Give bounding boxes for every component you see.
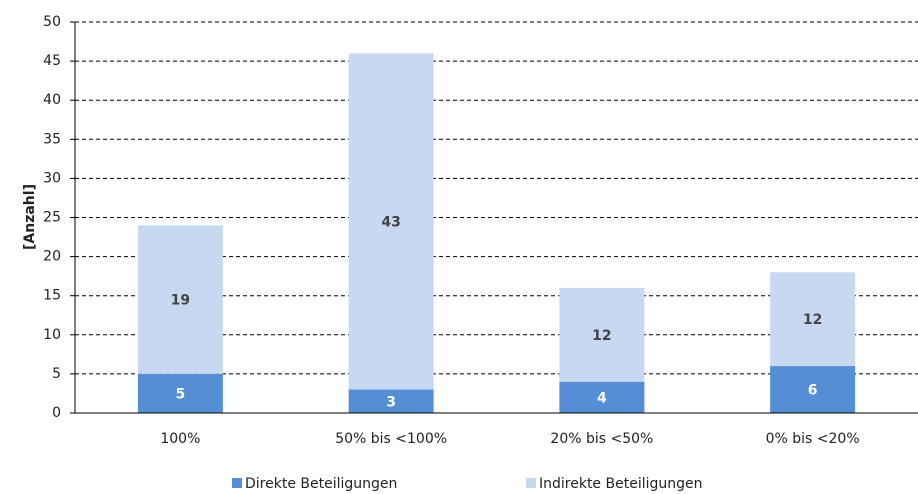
bar-segment [559, 381, 645, 413]
bar-segment [770, 272, 856, 367]
bar-segment [137, 225, 223, 374]
bar-segment [348, 389, 434, 413]
x-tick-label: 50% bis <100% [335, 431, 447, 447]
legend-swatch [232, 478, 242, 488]
data-label: 19 [171, 293, 190, 309]
x-tick-label: 0% bis <20% [766, 431, 860, 447]
y-tick-label: 5 [52, 366, 61, 382]
y-axis-label: [Anzahl] [22, 184, 38, 250]
y-tick-label: 40 [43, 92, 61, 108]
x-tick-label: 100% [160, 431, 200, 447]
bar-segment [348, 53, 434, 390]
y-tick-label: 20 [43, 249, 61, 265]
bar-segment [559, 287, 645, 382]
data-label: 43 [381, 214, 400, 230]
legend-swatch [526, 478, 536, 488]
bar-segment [770, 366, 856, 413]
bar-segment [137, 373, 223, 413]
data-label: 6 [808, 383, 818, 399]
data-label: 4 [597, 390, 607, 406]
y-tick-label: 0 [52, 405, 61, 421]
data-label: 12 [592, 328, 611, 344]
x-tick-label: 20% bis <50% [550, 431, 653, 447]
y-tick-label: 45 [43, 53, 61, 69]
y-tick-label: 10 [43, 327, 61, 343]
y-tick-label: 35 [43, 131, 61, 147]
y-tick-label: 30 [43, 170, 61, 186]
data-label: 12 [803, 312, 822, 328]
data-label: 5 [176, 386, 186, 402]
data-label: 3 [386, 394, 396, 410]
legend-label: Direkte Beteiligungen [245, 476, 397, 492]
y-tick-label: 50 [43, 14, 61, 30]
y-tick-label: 25 [43, 210, 61, 226]
legend-label: Indirekte Beteiligungen [539, 476, 703, 492]
y-tick-label: 15 [43, 288, 61, 304]
